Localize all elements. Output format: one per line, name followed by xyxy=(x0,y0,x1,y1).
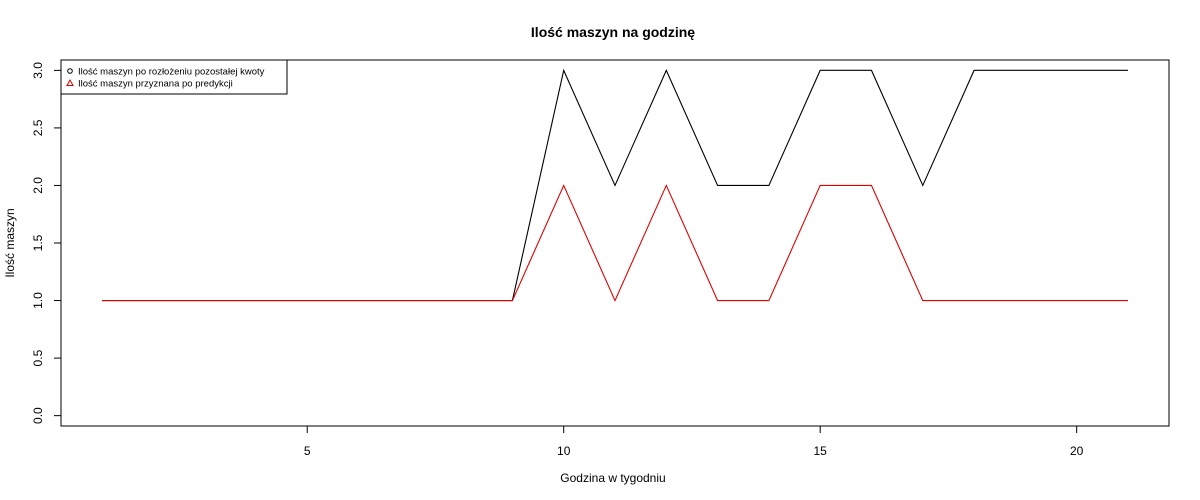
y-axis: 0.0 0.5 1.0 1.5 2.0 2.5 3.0 xyxy=(31,62,61,424)
legend-circle-marker xyxy=(67,68,73,74)
y-tick-label: 2.0 xyxy=(31,177,45,194)
y-axis-label: Ilość maszyn xyxy=(3,208,17,277)
x-axis-label: Godzina w tygodniu xyxy=(560,471,665,485)
series-line-2 xyxy=(102,184,1128,302)
x-axis: 5 10 15 20 xyxy=(304,426,1084,458)
chart-title: Ilość maszyn na godzinę xyxy=(531,24,695,40)
legend-entry-label: Ilość maszyn po rozłożeniu pozostałej kw… xyxy=(78,67,265,78)
y-tick-label: 3.0 xyxy=(31,62,45,79)
y-tick-label: 1.0 xyxy=(31,292,45,309)
x-tick-label: 5 xyxy=(304,444,311,458)
legend-triangle-marker xyxy=(66,78,74,86)
x-tick-label: 10 xyxy=(557,444,571,458)
y-tick-label: 0.0 xyxy=(31,407,45,424)
legend-box xyxy=(60,59,288,95)
y-tick-label: 2.5 xyxy=(31,119,45,136)
legend-entry-label: Ilość maszyn przyznana po predykcji xyxy=(78,79,233,90)
plot-frame xyxy=(60,59,1170,427)
y-tick-label: 0.5 xyxy=(31,349,45,366)
y-tick-label: 1.5 xyxy=(31,234,45,251)
x-tick-label: 15 xyxy=(814,444,828,458)
legend: Ilość maszyn po rozłożeniu pozostałej kw… xyxy=(60,59,288,95)
x-tick-label: 20 xyxy=(1070,444,1084,458)
series-line-1 xyxy=(102,68,1128,302)
series-layer xyxy=(102,68,1128,302)
